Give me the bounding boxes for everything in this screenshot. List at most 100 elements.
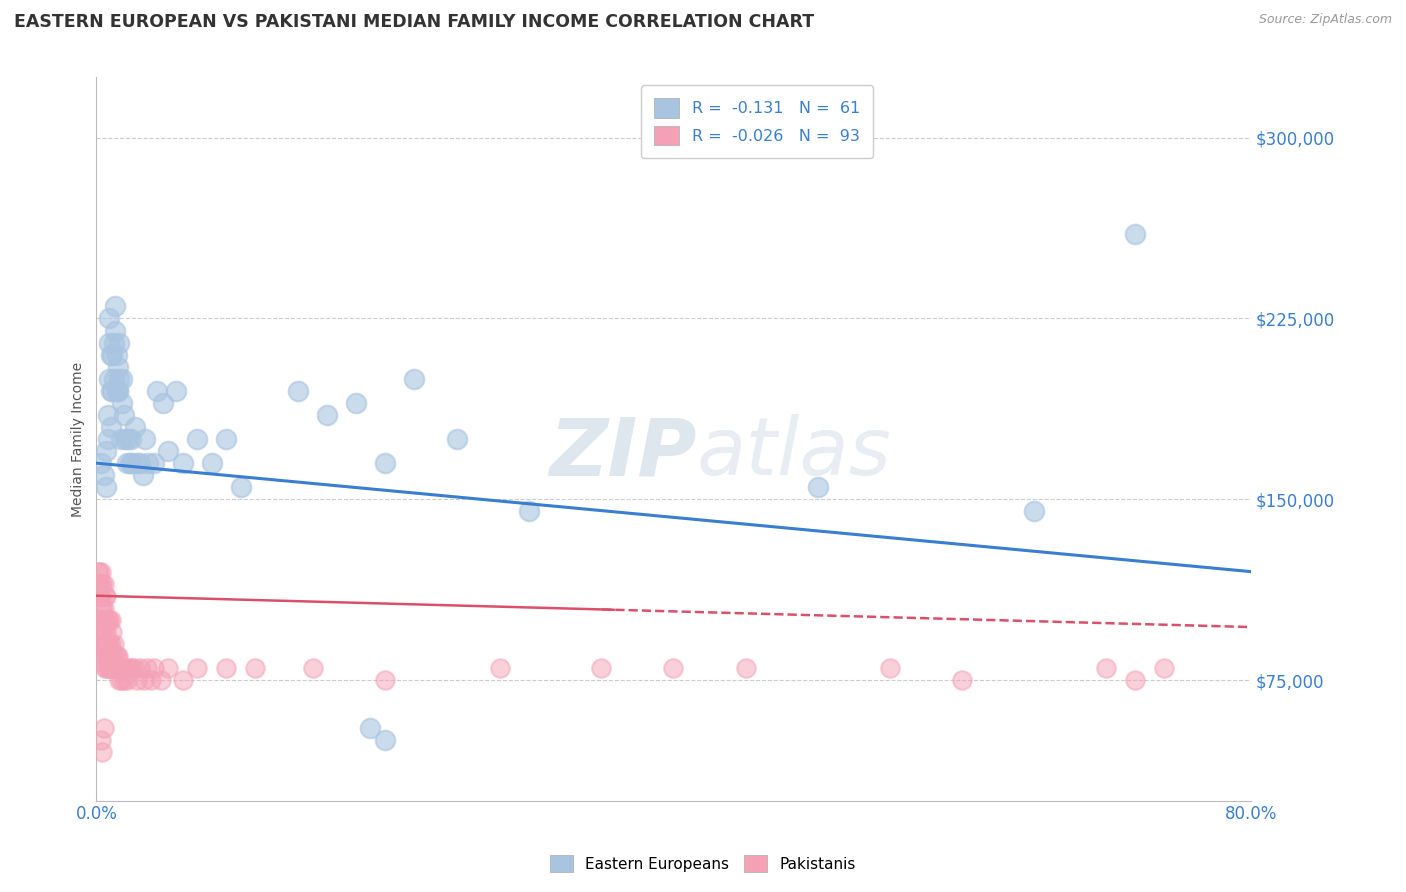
Point	[374, 733, 396, 747]
Point	[93, 721, 115, 735]
Point	[122, 661, 145, 675]
Point	[94, 613, 117, 627]
Point	[125, 456, 148, 470]
Point	[104, 648, 127, 663]
Point	[1095, 661, 1118, 675]
Point	[201, 456, 224, 470]
Point	[344, 396, 367, 410]
Point	[91, 600, 114, 615]
Point	[90, 589, 112, 603]
Point	[734, 661, 756, 675]
Point	[105, 348, 128, 362]
Point	[114, 432, 136, 446]
Point	[101, 384, 124, 398]
Point	[1153, 661, 1175, 675]
Point	[105, 384, 128, 398]
Point	[120, 661, 142, 675]
Point	[105, 661, 128, 675]
Point	[100, 661, 122, 675]
Point	[107, 384, 129, 398]
Point	[93, 624, 115, 639]
Point	[301, 661, 323, 675]
Point	[91, 613, 114, 627]
Point	[107, 359, 129, 374]
Point	[101, 648, 124, 663]
Point	[108, 372, 131, 386]
Point	[132, 673, 155, 687]
Point	[91, 746, 114, 760]
Point	[93, 600, 115, 615]
Point	[97, 661, 120, 675]
Point	[101, 348, 124, 362]
Point	[150, 673, 173, 687]
Point	[172, 456, 194, 470]
Point	[143, 456, 166, 470]
Point	[98, 648, 121, 663]
Point	[110, 432, 132, 446]
Point	[152, 396, 174, 410]
Text: EASTERN EUROPEAN VS PAKISTANI MEDIAN FAMILY INCOME CORRELATION CHART: EASTERN EUROPEAN VS PAKISTANI MEDIAN FAM…	[14, 13, 814, 31]
Text: ZIP: ZIP	[550, 415, 696, 492]
Point	[402, 372, 425, 386]
Point	[100, 384, 122, 398]
Point	[108, 661, 131, 675]
Point	[104, 300, 127, 314]
Point	[89, 589, 111, 603]
Point	[172, 673, 194, 687]
Point	[104, 324, 127, 338]
Point	[117, 432, 139, 446]
Point	[96, 613, 118, 627]
Point	[128, 456, 150, 470]
Point	[131, 468, 153, 483]
Legend: R =  -0.131   N =  61, R =  -0.026   N =  93: R = -0.131 N = 61, R = -0.026 N = 93	[641, 86, 873, 158]
Point	[94, 648, 117, 663]
Point	[91, 624, 114, 639]
Point	[103, 372, 125, 386]
Text: Source: ZipAtlas.com: Source: ZipAtlas.com	[1258, 13, 1392, 27]
Point	[89, 565, 111, 579]
Point	[120, 432, 142, 446]
Point	[87, 565, 110, 579]
Point	[115, 673, 138, 687]
Point	[157, 661, 180, 675]
Point	[374, 456, 396, 470]
Point	[101, 624, 124, 639]
Point	[360, 721, 382, 735]
Point	[101, 661, 124, 675]
Point	[100, 348, 122, 362]
Point	[135, 661, 157, 675]
Point	[121, 456, 143, 470]
Point	[100, 637, 122, 651]
Point	[134, 432, 156, 446]
Point	[591, 661, 613, 675]
Point	[104, 661, 127, 675]
Point	[118, 456, 141, 470]
Point	[93, 576, 115, 591]
Point	[98, 311, 121, 326]
Point	[141, 673, 163, 687]
Point	[96, 480, 118, 494]
Point	[125, 673, 148, 687]
Point	[90, 613, 112, 627]
Point	[90, 565, 112, 579]
Point	[111, 661, 134, 675]
Point	[90, 733, 112, 747]
Point	[112, 673, 135, 687]
Point	[90, 456, 112, 470]
Point	[243, 661, 266, 675]
Point	[186, 661, 208, 675]
Point	[1123, 227, 1146, 241]
Point	[98, 661, 121, 675]
Point	[98, 637, 121, 651]
Point	[105, 648, 128, 663]
Point	[517, 504, 540, 518]
Point	[91, 576, 114, 591]
Point	[110, 673, 132, 687]
Legend: Eastern Europeans, Pakistanis: Eastern Europeans, Pakistanis	[543, 847, 863, 880]
Point	[100, 648, 122, 663]
Point	[124, 420, 146, 434]
Point	[136, 456, 159, 470]
Point	[87, 576, 110, 591]
Point	[100, 420, 122, 434]
Point	[186, 432, 208, 446]
